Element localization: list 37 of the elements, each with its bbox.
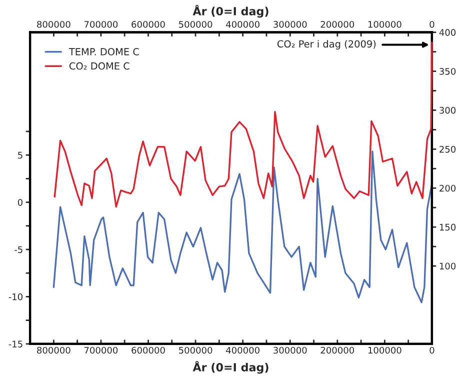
y2-tick-label: 300 <box>440 106 456 114</box>
y-tick-label: -5 <box>14 246 22 254</box>
x2-tick-label: 700000 <box>84 20 118 28</box>
y2-tick-label: 200 <box>440 184 456 192</box>
x2-tick-label: 800000 <box>37 20 70 28</box>
x-tick-label: 0 <box>430 346 434 354</box>
x-tick-label: 100000 <box>368 346 402 354</box>
y2-tick-label: 250 <box>440 146 456 153</box>
y-tick-label: 5 <box>18 152 22 159</box>
x2-tick-label: 400000 <box>226 20 260 28</box>
legend-label: TEMP. DOME C <box>68 48 139 56</box>
annotation: CO₂ Per i dag (2009) <box>277 40 376 50</box>
y2-tick-label: 100 <box>440 262 456 270</box>
y2-tick-label: 400 <box>439 29 456 36</box>
line-series <box>54 42 433 208</box>
x-tick-label: 600000 <box>132 346 165 354</box>
x-axis-title: År (0=I dag) <box>192 360 268 374</box>
x2-tick-label: 500000 <box>179 20 212 28</box>
x2-tick-label: 600000 <box>132 20 165 28</box>
x-tick-label: 300000 <box>274 346 307 354</box>
x2-tick-label: 100000 <box>368 20 402 28</box>
line-series <box>52 150 433 304</box>
x2-tick-label: 0 <box>430 20 434 28</box>
x-tick-label: 800000 <box>37 346 70 354</box>
x-tick-label: 500000 <box>179 346 212 354</box>
y-tick-label: 0 <box>18 198 22 206</box>
y-tick-label: -15 <box>8 340 22 348</box>
legend-label: CO₂ DOME C <box>69 62 130 70</box>
y2-tick-label: 150 <box>440 224 456 231</box>
y2-tick-label: 350 <box>440 68 456 75</box>
x-tick-label: 700000 <box>84 346 118 354</box>
x-tick-label: 400000 <box>226 346 260 354</box>
x2-tick-label: 200000 <box>320 20 354 28</box>
y-tick-label: -10 <box>8 293 22 300</box>
x-tick-label: 200000 <box>320 346 354 354</box>
x2-axis-title: År (0=I dag) <box>192 4 268 18</box>
x2-tick-label: 300000 <box>274 20 307 28</box>
